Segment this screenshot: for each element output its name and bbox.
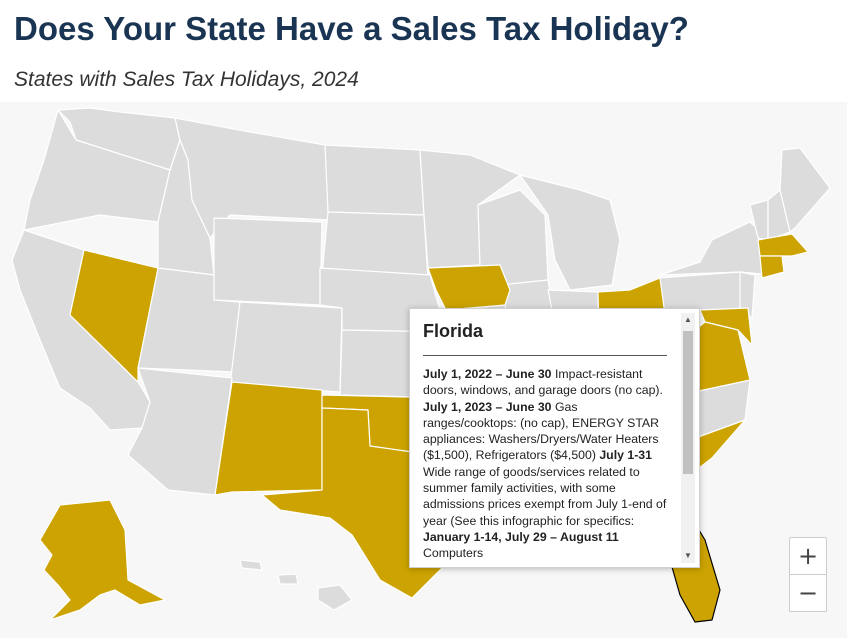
state-nevada[interactable] — [69, 249, 159, 383]
zoom-in-button[interactable]: + — [790, 538, 826, 575]
state-iowa[interactable] — [427, 264, 511, 311]
state-new-york[interactable] — [659, 221, 773, 276]
state-colorado[interactable] — [229, 301, 343, 393]
tooltip-entry-text: Impact-resistant doors, windows, and gar… — [423, 367, 663, 398]
state-new-mexico[interactable] — [214, 381, 323, 496]
state-montana[interactable] — [174, 117, 331, 239]
tooltip-body: July 1, 2022 – June 30 Impact-resistant … — [423, 366, 667, 562]
state-maine[interactable] — [779, 147, 831, 233]
scrollbar-thumb[interactable] — [683, 331, 693, 474]
tooltip-content: Florida July 1, 2022 – June 30 Impact-re… — [423, 321, 667, 562]
zoom-out-button[interactable]: − — [797, 579, 819, 607]
state-north-dakota[interactable] — [324, 144, 425, 216]
map-area[interactable]: + − — [0, 102, 847, 638]
state-massachusetts[interactable] — [757, 233, 809, 257]
tooltip-entry-text: Computers — [423, 546, 484, 561]
tooltip-entry-date: July 1-31 — [599, 448, 652, 463]
zoom-controls: + − — [789, 537, 827, 612]
state-alaska[interactable] — [39, 499, 166, 621]
state-connecticut[interactable] — [759, 255, 785, 279]
tooltip-entry-date: July 1, 2023 – June 30 — [423, 399, 552, 414]
tooltip-scrollbar[interactable]: ▲ ▼ — [681, 313, 695, 563]
tooltip-title: Florida — [423, 321, 484, 341]
scroll-down-arrow-icon[interactable]: ▼ — [684, 551, 692, 560]
state-arizona[interactable] — [127, 367, 233, 496]
state-new-jersey[interactable] — [739, 271, 756, 319]
tooltip-divider — [423, 355, 667, 356]
tooltip-entry-date: January 1-14, July 29 – August 11 — [423, 529, 619, 544]
state-wyoming[interactable] — [213, 217, 323, 306]
page-title: Does Your State Have a Sales Tax Holiday… — [14, 10, 689, 47]
state-hawaii[interactable] — [239, 559, 353, 611]
scroll-up-arrow-icon[interactable]: ▲ — [684, 315, 692, 324]
tooltip-entry-date: July 1, 2022 – June 30 — [423, 367, 552, 381]
page-subtitle: States with Sales Tax Holidays, 2024 — [14, 68, 359, 91]
state-michigan[interactable] — [519, 174, 621, 291]
state-tooltip[interactable]: Florida July 1, 2022 – June 30 Impact-re… — [409, 308, 700, 568]
tooltip-entry-text: Wide range of goods/services related to … — [423, 464, 667, 528]
tooltip-entry-text: Gas ranges/cooktops: (no cap), ENERGY ST… — [423, 399, 660, 463]
